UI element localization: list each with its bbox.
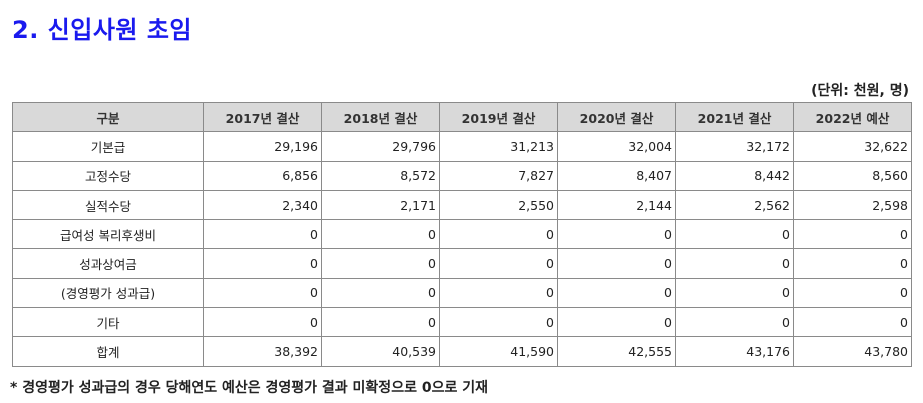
table-cell: 0 (439, 307, 558, 338)
table-row: 성과상여금 0 0 0 0 0 0 (12, 248, 912, 279)
row-label: 급여성 복리후생비 (12, 219, 204, 250)
table-row-total: 합계 38,392 40,539 41,590 42,555 43,176 43… (12, 336, 912, 367)
table-cell: 0 (793, 277, 912, 309)
table-cell: 2,340 (203, 189, 322, 221)
table-cell: 29,196 (203, 131, 322, 162)
table-cell: 8,560 (793, 160, 912, 191)
table-cell: 0 (321, 219, 440, 250)
table-cell: 2,550 (439, 189, 558, 221)
table-row: 기본급 29,196 29,796 31,213 32,004 32,172 3… (12, 131, 912, 162)
table-cell: 0 (321, 248, 440, 279)
table-cell: 41,590 (439, 336, 558, 367)
table-cell: 32,622 (793, 131, 912, 162)
table-cell: 0 (793, 307, 912, 338)
table-cell: 40,539 (321, 336, 440, 367)
table-cell: 43,780 (793, 336, 912, 367)
table-cell: 2,171 (321, 189, 440, 221)
table-cell: 0 (675, 277, 794, 309)
unit-label: (단위: 천원, 명) (811, 83, 909, 99)
table-row: 고정수당 6,856 8,572 7,827 8,407 8,442 8,560 (12, 160, 912, 191)
table-cell: 0 (675, 307, 794, 338)
table-cell: 43,176 (675, 336, 794, 367)
table-cell: 0 (675, 219, 794, 250)
table-cell: 0 (321, 277, 440, 309)
row-label: (경영평가 성과급) (12, 277, 204, 309)
table-cell: 2,598 (793, 189, 912, 221)
section-title: 2. 신입사원 초임 (12, 16, 193, 44)
row-label: 합계 (12, 336, 204, 367)
row-label: 성과상여금 (12, 248, 204, 279)
table-cell: 8,442 (675, 160, 794, 191)
table-cell: 29,796 (321, 131, 440, 162)
table-cell: 8,572 (321, 160, 440, 191)
table-cell: 0 (793, 248, 912, 279)
table-cell: 0 (439, 219, 558, 250)
table-cell: 2,562 (675, 189, 794, 221)
table-cell: 8,407 (557, 160, 676, 191)
row-label: 기타 (12, 307, 204, 338)
header-2021: 2021년 결산 (675, 101, 794, 133)
table-cell: 32,004 (557, 131, 676, 162)
table-cell: 0 (203, 277, 322, 309)
table-cell: 0 (557, 307, 676, 338)
row-label: 기본급 (12, 131, 204, 162)
table-cell: 0 (203, 219, 322, 250)
table-row: (경영평가 성과급) 0 0 0 0 0 0 (12, 277, 912, 309)
header-2017: 2017년 결산 (203, 101, 322, 133)
table-cell: 0 (321, 307, 440, 338)
table-cell: 7,827 (439, 160, 558, 191)
row-label: 실적수당 (12, 189, 204, 221)
table-row: 실적수당 2,340 2,171 2,550 2,144 2,562 2,598 (12, 189, 912, 221)
table-cell: 38,392 (203, 336, 322, 367)
table-cell: 0 (203, 307, 322, 338)
footnote: * 경영평가 성과급의 경우 당해연도 예산은 경영평가 결과 미확정으로 0으… (10, 380, 488, 396)
starting-salary-table: 구분 2017년 결산 2018년 결산 2019년 결산 2020년 결산 2… (12, 101, 912, 367)
table-row: 급여성 복리후생비 0 0 0 0 0 0 (12, 219, 912, 250)
table-row: 기타 0 0 0 0 0 0 (12, 307, 912, 338)
header-2019: 2019년 결산 (439, 101, 558, 133)
header-category: 구분 (12, 101, 204, 133)
table-cell: 0 (439, 248, 558, 279)
table-cell: 0 (557, 277, 676, 309)
table-cell: 6,856 (203, 160, 322, 191)
table-cell: 2,144 (557, 189, 676, 221)
table-cell: 0 (203, 248, 322, 279)
table-cell: 42,555 (557, 336, 676, 367)
table-cell: 0 (557, 219, 676, 250)
header-2018: 2018년 결산 (321, 101, 440, 133)
row-label: 고정수당 (12, 160, 204, 191)
table-header-row: 구분 2017년 결산 2018년 결산 2019년 결산 2020년 결산 2… (12, 101, 912, 133)
table-cell: 32,172 (675, 131, 794, 162)
header-2020: 2020년 결산 (557, 101, 676, 133)
table-cell: 0 (439, 277, 558, 309)
header-2022: 2022년 예산 (793, 101, 912, 133)
table-cell: 0 (557, 248, 676, 279)
table-cell: 0 (793, 219, 912, 250)
table-cell: 0 (675, 248, 794, 279)
table-cell: 31,213 (439, 131, 558, 162)
